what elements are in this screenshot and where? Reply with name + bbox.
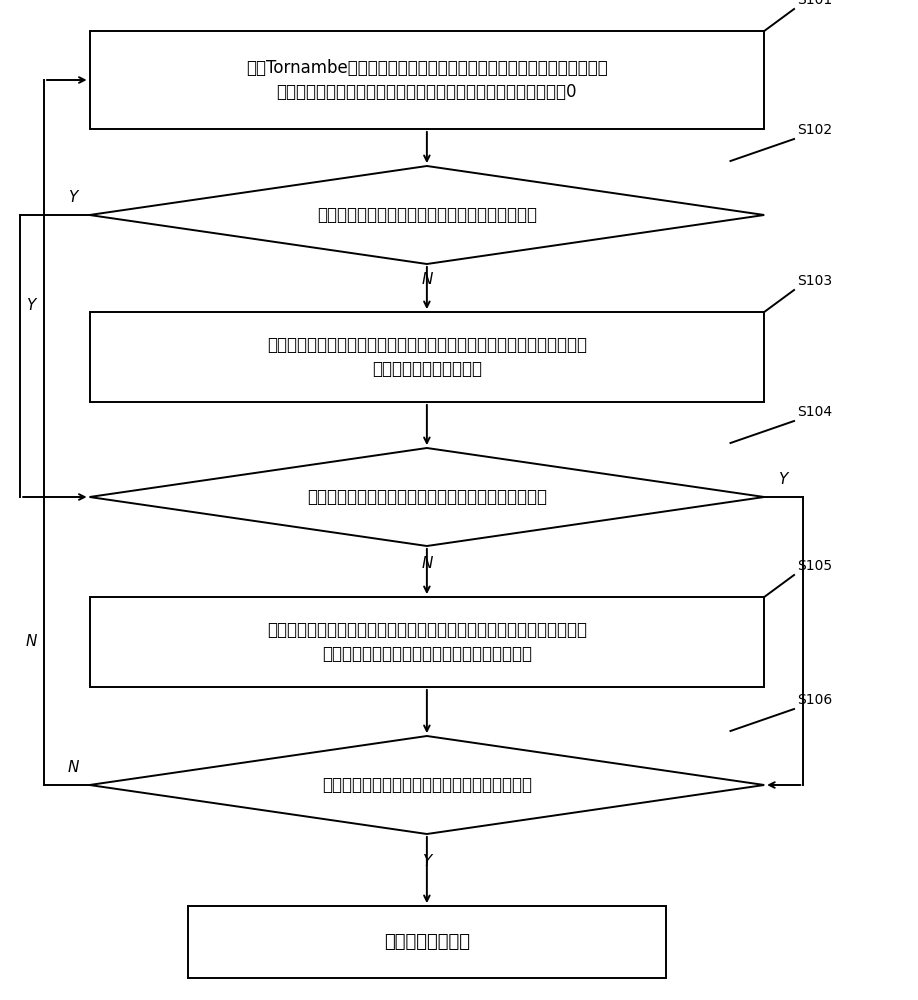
Text: 被控对象输出响应的超调量在预设超调量预期范围内？: 被控对象输出响应的超调量在预设超调量预期范围内？ — [307, 488, 547, 506]
Text: N: N — [67, 760, 79, 774]
Polygon shape — [90, 736, 765, 834]
Bar — [188, 906, 666, 978]
Text: 对被控对象进行控制操作，被控对象的输出稳定？: 对被控对象进行控制操作，被控对象的输出稳定？ — [317, 206, 537, 224]
Bar — [90, 31, 765, 129]
Bar — [90, 597, 765, 687]
Text: N: N — [421, 556, 432, 571]
Text: Y: Y — [27, 298, 36, 313]
Text: S105: S105 — [797, 559, 832, 573]
Text: 保持最后一个待整定参数之外的其他待整定参数不变，在第一设定范围内
调整最后一个待整定参数: 保持最后一个待整定参数之外的其他待整定参数不变，在第一设定范围内 调整最后一个待… — [267, 336, 587, 378]
Polygon shape — [90, 448, 765, 546]
Text: Y: Y — [68, 190, 78, 205]
Text: S106: S106 — [797, 693, 832, 707]
Text: 设定Tornambe型非线性鲁棒控制器的待整定参数初始值，其中，除了第一
个待整定参数、最后一个待整定参数之外的其他待整定参数的值为0: 设定Tornambe型非线性鲁棒控制器的待整定参数初始值，其中，除了第一 个待整… — [246, 59, 608, 101]
Text: 保持第一个待整定参数之外的其他待整定参数不变，在第二设定范围内调
整第一个待整定参数，对被控对象进行控制操作: 保持第一个待整定参数之外的其他待整定参数不变，在第二设定范围内调 整第一个待整定… — [267, 621, 587, 663]
Text: S102: S102 — [797, 123, 832, 137]
Text: Y: Y — [422, 854, 431, 869]
Text: S101: S101 — [797, 0, 832, 7]
Text: 被控对象的性能指标符合预设预期性能指标值？: 被控对象的性能指标符合预设预期性能指标值？ — [322, 776, 532, 794]
Text: S104: S104 — [797, 405, 832, 419]
Text: Y: Y — [778, 472, 788, 487]
Text: N: N — [421, 272, 432, 288]
Text: N: N — [26, 634, 37, 648]
Bar — [90, 312, 765, 402]
Text: 参数整定过程结束: 参数整定过程结束 — [384, 933, 470, 951]
Text: S103: S103 — [797, 274, 832, 288]
Polygon shape — [90, 166, 765, 264]
